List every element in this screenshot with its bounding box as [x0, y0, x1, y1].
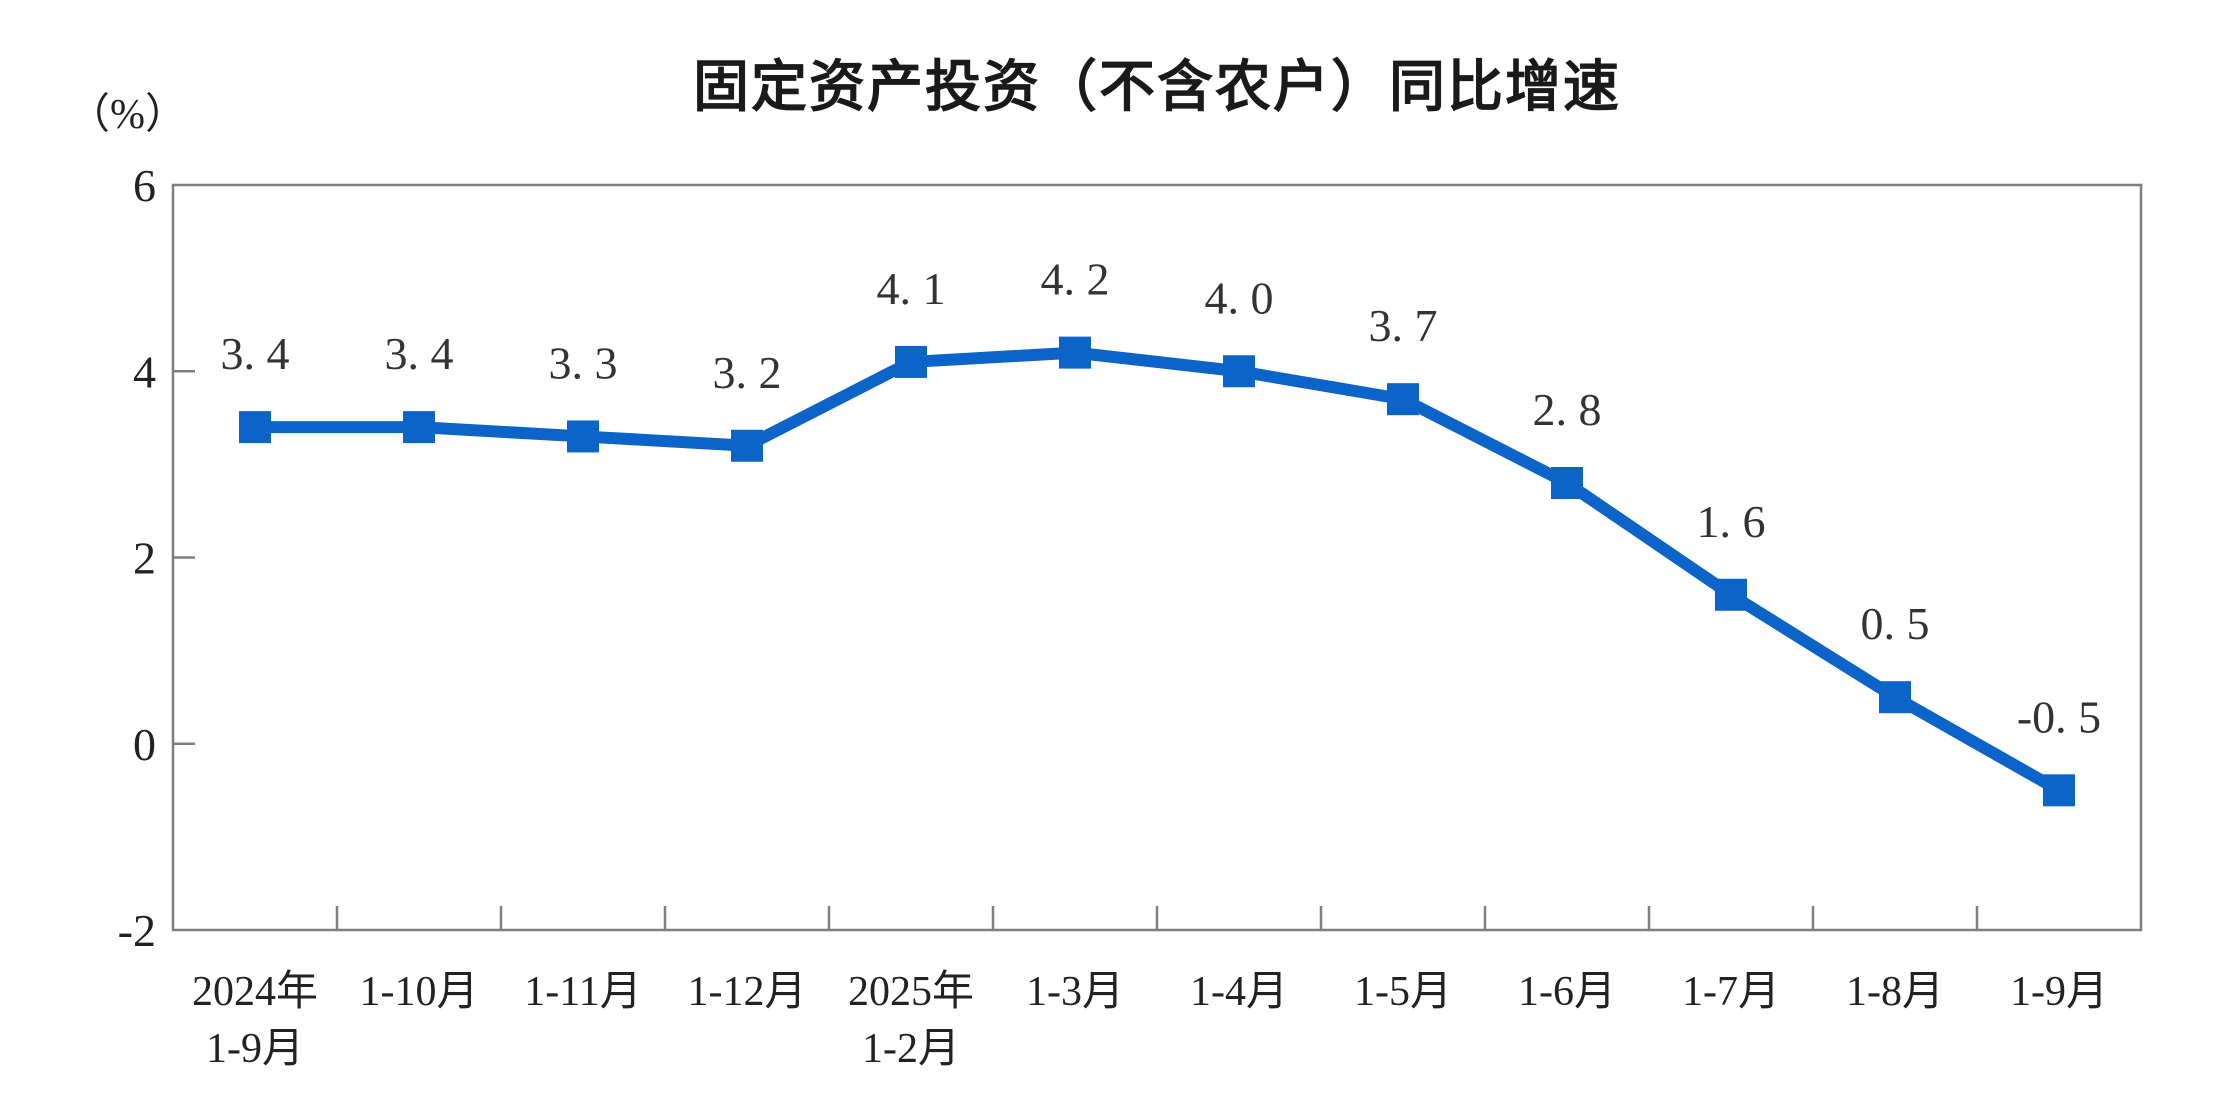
x-tick-label: 1-12月	[688, 969, 807, 1015]
series-line	[249, 346, 2065, 797]
data-point-marker	[567, 420, 599, 453]
data-point-label: 2. 8	[1533, 384, 1602, 435]
data-point-label: 3. 4	[385, 328, 454, 379]
data-point-marker	[239, 411, 271, 444]
y-tick-label: 2	[133, 533, 156, 584]
data-point-label: 3. 4	[221, 328, 290, 379]
data-point-marker	[1551, 467, 1583, 499]
data-point-marker	[895, 345, 927, 378]
x-tick-label: 1-4月	[1190, 969, 1288, 1015]
data-point-marker	[403, 411, 435, 444]
y-tick-label: 0	[133, 719, 156, 770]
y-tick-label: 6	[133, 160, 156, 211]
y-axis-unit-label: （%）	[68, 92, 187, 138]
x-tick-label: 1-6月	[1518, 969, 1616, 1015]
x-tick-label: 1-9月	[206, 1026, 304, 1072]
data-point-label: 1. 6	[1697, 496, 1766, 547]
data-point-label: 0. 5	[1861, 598, 1930, 649]
x-tick-label: 1-7月	[1682, 969, 1780, 1015]
data-point-label: -0. 5	[2017, 691, 2101, 742]
data-point-marker	[1387, 383, 1419, 416]
data-point-marker	[2043, 774, 2075, 807]
x-tick-label: 1-9月	[2010, 969, 2108, 1015]
x-tick-label: 1-11月	[524, 969, 641, 1015]
data-point-marker	[1223, 355, 1255, 388]
data-point-marker	[1059, 336, 1091, 369]
plot-area: 6 4 2 0 -2 2024年 1-9月 1-10月 1-11月 1-12月 2025年 1-2月 1…	[118, 160, 2143, 1072]
x-tick-label: 1-2月	[862, 1026, 960, 1072]
x-tick-label: 2025年	[848, 968, 974, 1015]
data-point-marker	[1879, 681, 1911, 714]
y-tick-label: -2	[118, 905, 156, 956]
chart-title: 固定资产投资（不含农户）同比增速	[693, 55, 1621, 118]
x-tick-label: 1-5月	[1354, 969, 1452, 1015]
data-point-label: 3. 3	[549, 337, 618, 388]
data-point-marker	[1715, 578, 1747, 611]
data-point-label: 4. 0	[1205, 272, 1274, 323]
data-point-label: 3. 2	[713, 347, 782, 398]
data-point-label: 4. 1	[877, 263, 946, 314]
x-tick-label: 1-8月	[1846, 969, 1944, 1015]
x-tick-label: 1-3月	[1026, 969, 1124, 1015]
x-tick-label: 1-10月	[360, 969, 479, 1015]
y-tick-label: 4	[133, 346, 156, 397]
plot-border	[171, 183, 2143, 932]
x-tick-label: 2024年	[192, 968, 318, 1015]
data-point-label: 4. 2	[1041, 254, 1110, 305]
data-point-label: 3. 7	[1369, 300, 1438, 351]
data-point-marker	[731, 429, 763, 462]
